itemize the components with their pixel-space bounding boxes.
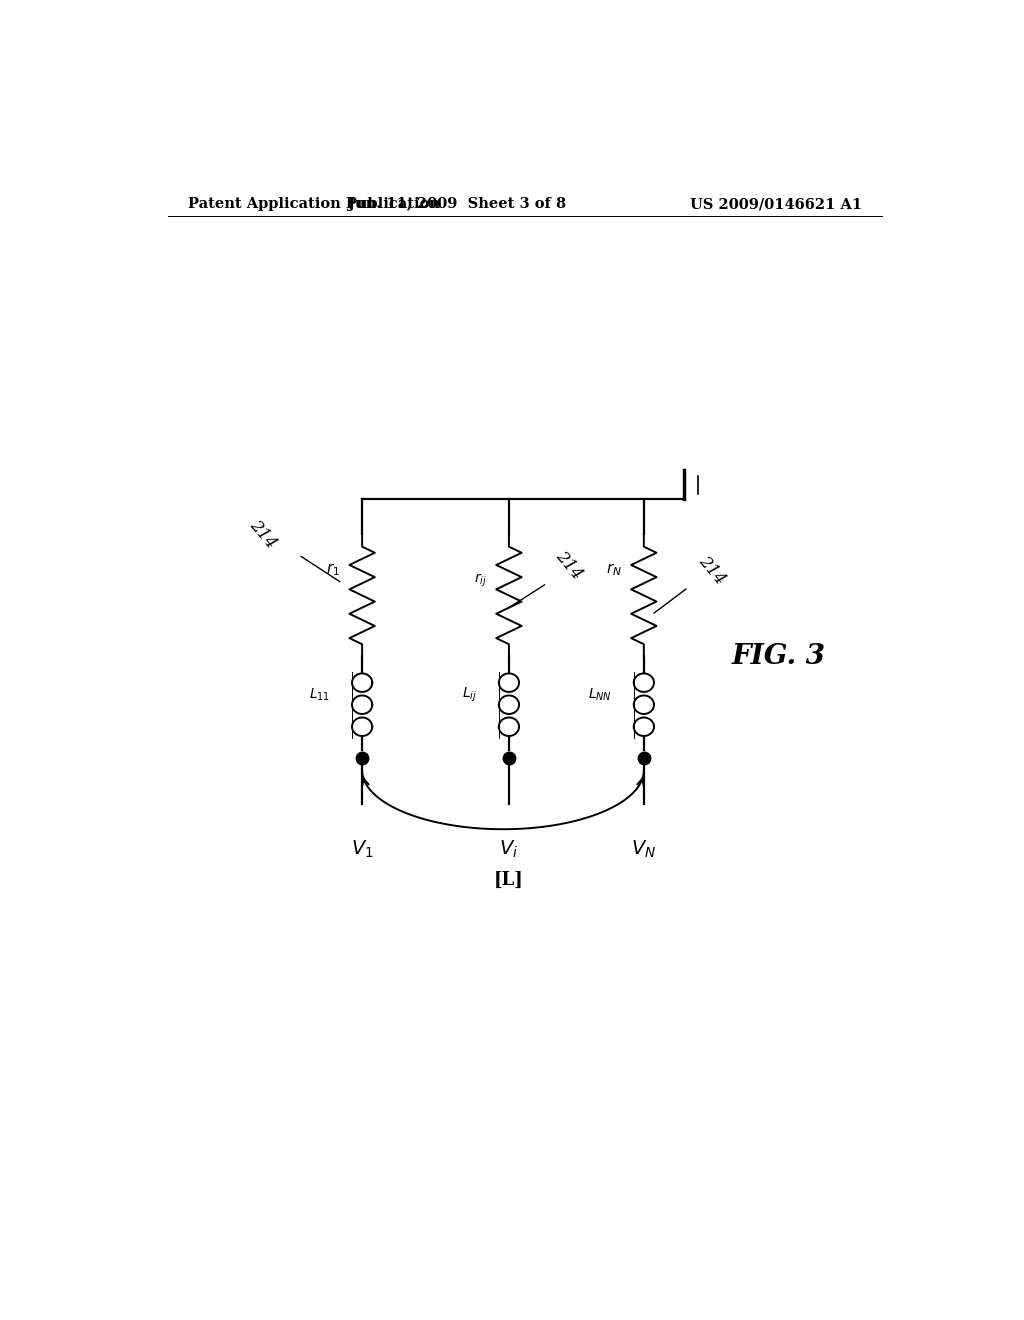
Text: $L_{NN}$: $L_{NN}$ — [588, 686, 612, 702]
Text: $V_i$: $V_i$ — [500, 840, 518, 861]
Text: $r_N$: $r_N$ — [605, 562, 622, 578]
Text: 214: 214 — [246, 517, 280, 552]
Text: FIG. 3: FIG. 3 — [732, 643, 825, 671]
Text: $L_{ij}$: $L_{ij}$ — [462, 685, 477, 704]
Text: $V_N$: $V_N$ — [631, 840, 656, 861]
Text: US 2009/0146621 A1: US 2009/0146621 A1 — [690, 197, 862, 211]
Text: 214: 214 — [552, 548, 585, 582]
Text: 214: 214 — [694, 552, 728, 587]
Text: Jun. 11, 2009  Sheet 3 of 8: Jun. 11, 2009 Sheet 3 of 8 — [348, 197, 566, 211]
Text: $r_1$: $r_1$ — [326, 562, 340, 578]
Text: $V_1$: $V_1$ — [351, 840, 374, 861]
Text: Patent Application Publication: Patent Application Publication — [187, 197, 439, 211]
Text: [L]: [L] — [494, 871, 524, 890]
Text: $r_{ij}$: $r_{ij}$ — [474, 572, 486, 589]
Text: $L_{11}$: $L_{11}$ — [309, 686, 331, 702]
